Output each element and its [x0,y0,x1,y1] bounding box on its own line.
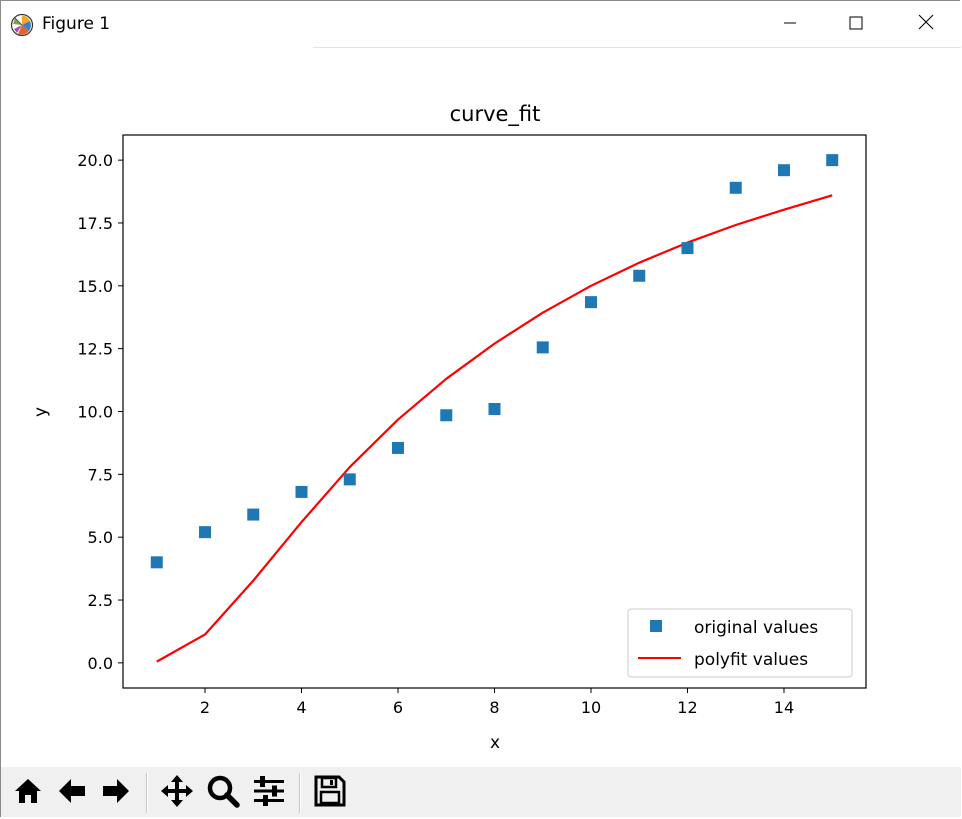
back-arrow-icon [56,775,88,811]
x-axis-label: x [490,733,500,753]
pan-button[interactable] [159,775,195,811]
toolbar-separator-highlight [300,773,301,813]
window-title: Figure 1 [42,14,111,34]
navigation-toolbar [1,767,961,817]
forward-button[interactable] [98,775,134,811]
toolbar-separator [299,773,300,813]
legend: original values polyfit values [627,608,853,678]
y-tick-label: 15.0 [77,277,113,296]
x-tick-label: 12 [677,698,697,717]
x-tick-label: 8 [489,698,499,717]
x-tick-label: 6 [393,698,403,717]
y-tick-label: 17.5 [77,214,113,233]
zoom-magnifier-icon [206,774,240,812]
data-point [392,441,405,454]
title-divider [313,47,961,48]
legend-label-polyfit: polyfit values [694,650,808,670]
figure-canvas[interactable]: curve_fit x y 2 4 6 8 10 12 14 0.0 2.5 5.0 7.5 10.0… [1,48,961,767]
y-tick-label: 0.0 [88,654,113,673]
minimize-button[interactable] [767,1,813,47]
toolbar-separator [146,773,147,813]
close-icon [918,14,934,34]
data-point [150,556,163,569]
data-point [199,526,212,539]
home-icon [12,775,44,811]
data-point [536,341,549,354]
zoom-button[interactable] [205,775,241,811]
y-tick-label: 5.0 [88,528,113,547]
back-button[interactable] [54,775,90,811]
data-point [777,164,790,177]
plot-layer: 2 4 6 8 10 12 14 0.0 2.5 5.0 7.5 10.0 12.5 15.0 17.5 20… [77,151,839,717]
data-point [729,181,742,194]
close-button[interactable] [903,1,949,47]
y-axis-label: y [31,407,51,417]
save-button[interactable] [312,775,348,811]
x-tick-label: 4 [296,698,306,717]
y-tick-label: 10.0 [77,403,113,422]
x-tick-label: 14 [774,698,794,717]
x-tick-label: 2 [200,698,210,717]
title-bar[interactable]: Figure 1 [1,1,961,47]
axes-frame [122,134,867,689]
y-tick-label: 2.5 [88,591,113,610]
data-point [826,154,839,167]
y-tick-label: 20.0 [77,151,113,170]
polyfit-line [156,194,833,663]
forward-arrow-icon [100,775,132,811]
chart-title: curve_fit [450,102,541,127]
data-point [633,269,646,282]
toolbar-separator-highlight [147,773,148,813]
y-tick-label: 12.5 [77,340,113,359]
data-point [247,508,260,521]
maximize-icon [849,15,863,34]
data-point [584,296,597,309]
data-point [440,409,453,422]
minimize-icon [783,15,797,34]
legend-label-original: original values [694,618,818,638]
x-tick-label: 10 [581,698,601,717]
matplotlib-icon [10,13,34,37]
data-point [488,402,501,415]
maximize-button[interactable] [833,1,879,47]
y-tick-label: 7.5 [88,465,113,484]
data-point [343,473,356,486]
chart-svg: curve_fit x y 2 4 6 8 10 12 14 0.0 2.5 5.0 7.5 10.0… [31,102,867,753]
configure-subplots-button[interactable] [251,775,287,811]
configure-subplots-icon [252,774,286,812]
save-disk-icon [314,775,346,811]
data-point [681,242,694,255]
legend-marker-original [650,620,662,632]
data-point [295,485,308,498]
pan-move-icon [160,774,194,812]
legend-box [627,608,853,678]
home-button[interactable] [10,775,46,811]
